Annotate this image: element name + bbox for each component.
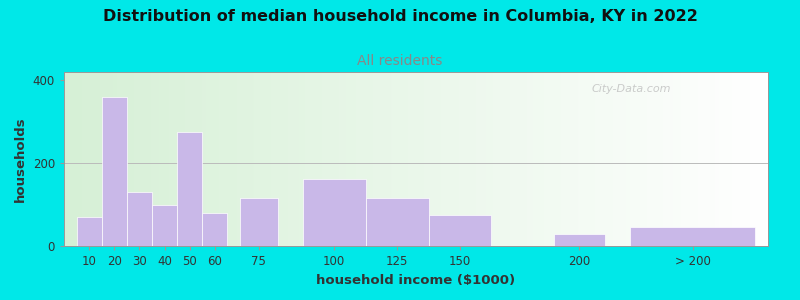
Bar [152,205,177,246]
Text: Distribution of median household income in Columbia, KY in 2022: Distribution of median household income … [102,9,698,24]
Y-axis label: households: households [14,116,27,202]
Bar [127,192,152,246]
Bar [177,132,202,246]
Bar [240,198,278,246]
Text: City-Data.com: City-Data.com [592,84,671,94]
Bar [303,179,366,246]
Bar [630,227,755,246]
Bar [554,234,605,246]
Bar [102,97,127,246]
Bar [202,213,227,246]
Text: All residents: All residents [358,54,442,68]
X-axis label: household income ($1000): household income ($1000) [317,274,515,286]
Bar [429,215,491,246]
Bar [77,217,102,246]
Bar [366,198,429,246]
